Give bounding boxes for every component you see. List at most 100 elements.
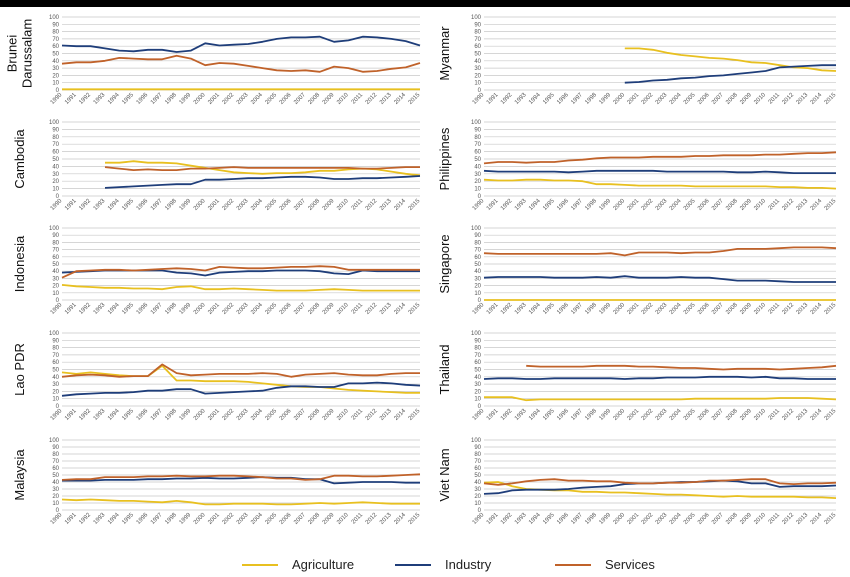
y-tick-label: 50 bbox=[52, 157, 59, 163]
y-tick-label: 70 bbox=[52, 459, 59, 465]
series-line-agriculture bbox=[61, 498, 420, 506]
x-tick-label: 1994 bbox=[528, 408, 542, 422]
y-tick-label: 90 bbox=[52, 127, 59, 133]
country-title-line: Philippines bbox=[437, 127, 452, 190]
x-tick-label: 2006 bbox=[279, 408, 293, 422]
x-tick-label: 2005 bbox=[683, 408, 697, 422]
y-tick-label: 10 bbox=[52, 187, 59, 193]
y-tick-label: 10 bbox=[474, 501, 481, 507]
x-tick-label: 2004 bbox=[669, 408, 683, 422]
x-tick-label: 1996 bbox=[136, 92, 150, 106]
y-tick-label: 30 bbox=[52, 172, 59, 178]
x-tick-label: 1992 bbox=[500, 512, 514, 526]
x-tick-label: 1993 bbox=[93, 92, 107, 106]
x-tick-label: 1990 bbox=[50, 408, 64, 422]
x-tick-label: 2012 bbox=[781, 408, 795, 422]
x-tick-label: 2005 bbox=[265, 92, 279, 106]
series-line-industry bbox=[61, 35, 421, 53]
x-tick-label: 2010 bbox=[753, 408, 767, 422]
x-tick-label: 1998 bbox=[164, 198, 178, 212]
x-tick-label: 2000 bbox=[193, 512, 207, 526]
x-tick-label: 2008 bbox=[725, 198, 739, 212]
y-tick-label: 40 bbox=[52, 480, 59, 486]
x-tick-label: 2005 bbox=[683, 302, 697, 316]
x-tick-label: 2001 bbox=[627, 198, 641, 212]
y-tick-label: 60 bbox=[474, 466, 481, 472]
x-tick-label: 2014 bbox=[393, 198, 407, 212]
y-tick-label: 90 bbox=[474, 233, 481, 239]
x-tick-label: 1997 bbox=[570, 92, 584, 106]
x-tick-label: 1994 bbox=[107, 302, 121, 316]
x-tick-label: 2015 bbox=[824, 92, 838, 106]
x-tick-label: 1997 bbox=[150, 408, 164, 422]
x-tick-label: 2003 bbox=[655, 302, 669, 316]
y-tick-label: 80 bbox=[474, 452, 481, 458]
x-tick-label: 2002 bbox=[641, 198, 655, 212]
x-tick-label: 1990 bbox=[472, 408, 486, 422]
x-tick-label: 2002 bbox=[222, 408, 236, 422]
x-tick-label: 2013 bbox=[796, 302, 810, 316]
x-tick-label: 1998 bbox=[164, 92, 178, 106]
x-tick-label: 2014 bbox=[810, 512, 824, 526]
y-tick-label: 50 bbox=[52, 473, 59, 479]
x-tick-label: 2001 bbox=[627, 92, 641, 106]
x-tick-label: 1996 bbox=[556, 92, 570, 106]
series-line-industry bbox=[483, 169, 836, 174]
x-tick-label: 2013 bbox=[379, 512, 393, 526]
y-tick-label: 50 bbox=[52, 52, 59, 58]
x-tick-label: 2013 bbox=[379, 408, 393, 422]
x-tick-label: 1996 bbox=[556, 408, 570, 422]
x-tick-label: 2007 bbox=[293, 92, 307, 106]
y-tick-label: 10 bbox=[52, 397, 59, 403]
x-tick-label: 2006 bbox=[279, 302, 293, 316]
y-tick-label: 40 bbox=[52, 375, 59, 381]
y-tick-label: 40 bbox=[474, 375, 481, 381]
x-tick-label: 1992 bbox=[500, 92, 514, 106]
x-tick-label: 2012 bbox=[781, 92, 795, 106]
legend-label-services: Services bbox=[605, 557, 655, 572]
y-tick-label: 20 bbox=[474, 73, 481, 79]
x-tick-label: 2009 bbox=[322, 408, 336, 422]
legend-label-agriculture: Agriculture bbox=[292, 557, 355, 572]
x-tick-label: 2012 bbox=[781, 198, 795, 212]
y-tick-label: 80 bbox=[52, 240, 59, 246]
x-tick-label: 1996 bbox=[136, 302, 150, 316]
x-tick-label: 2011 bbox=[351, 198, 365, 212]
x-tick-label: 2000 bbox=[193, 408, 207, 422]
x-tick-label: 2012 bbox=[365, 92, 379, 106]
x-tick-label: 2005 bbox=[683, 92, 697, 106]
y-tick-label: 100 bbox=[471, 331, 482, 337]
x-tick-label: 1994 bbox=[528, 302, 542, 316]
x-tick-label: 1994 bbox=[107, 408, 121, 422]
x-tick-label: 2010 bbox=[336, 512, 350, 526]
series-line-agriculture bbox=[624, 47, 837, 72]
y-tick-label: 70 bbox=[52, 353, 59, 359]
legend-swatch-agriculture bbox=[242, 563, 278, 566]
x-tick-label: 1998 bbox=[584, 408, 598, 422]
x-tick-label: 2001 bbox=[207, 408, 221, 422]
x-tick-label: 1992 bbox=[78, 198, 92, 212]
x-tick-label: 2008 bbox=[307, 92, 321, 106]
x-tick-label: 2014 bbox=[393, 302, 407, 316]
x-tick-label: 2000 bbox=[613, 198, 627, 212]
y-tick-label: 70 bbox=[52, 248, 59, 254]
x-tick-label: 1991 bbox=[64, 512, 78, 526]
x-tick-label: 2003 bbox=[655, 198, 669, 212]
country-title: Singapore bbox=[437, 234, 452, 293]
x-tick-label: 2003 bbox=[236, 302, 250, 316]
x-tick-label: 2012 bbox=[365, 198, 379, 212]
x-tick-label: 2009 bbox=[322, 198, 336, 212]
x-tick-label: 1992 bbox=[78, 302, 92, 316]
x-tick-label: 1999 bbox=[179, 92, 193, 106]
x-tick-label: 2006 bbox=[697, 302, 711, 316]
series-line-industry bbox=[483, 375, 836, 380]
x-tick-label: 2011 bbox=[351, 512, 365, 526]
x-tick-label: 1994 bbox=[528, 198, 542, 212]
x-tick-label: 2012 bbox=[365, 408, 379, 422]
x-tick-label: 1995 bbox=[121, 92, 135, 106]
x-tick-label: 1991 bbox=[486, 92, 500, 106]
y-tick-label: 30 bbox=[52, 382, 59, 388]
x-tick-label: 2013 bbox=[796, 408, 810, 422]
x-tick-label: 2004 bbox=[250, 408, 264, 422]
